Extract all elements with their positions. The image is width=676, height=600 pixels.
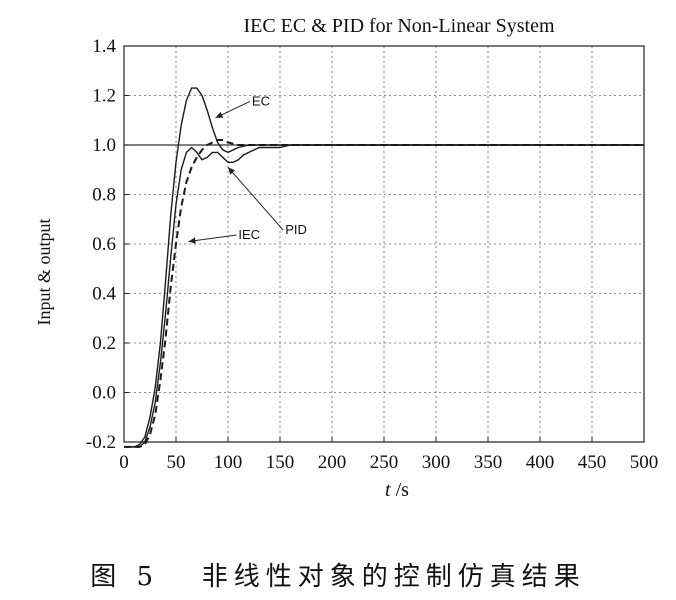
annotation-layer: EC PID IEC xyxy=(188,93,307,244)
y-tick-label: 0.8 xyxy=(92,185,116,206)
x-tick-label: 50 xyxy=(167,452,186,473)
y-tick-label: 0.4 xyxy=(92,284,116,305)
x-tick-labels: 0 50 100 150 200 250 300 350 400 450 500 xyxy=(119,437,658,473)
y-tick-label: 1.0 xyxy=(92,135,116,156)
x-axis-label: t /s xyxy=(385,479,409,501)
x-tick-label: 300 xyxy=(422,452,451,473)
annotation-label-pid: PID xyxy=(285,222,307,237)
series-line-ec xyxy=(124,87,644,448)
annotation-arrowhead-iec xyxy=(188,237,196,244)
x-tick-label: 150 xyxy=(266,452,295,473)
chart-grid xyxy=(124,46,644,442)
annotation-label-iec: IEC xyxy=(238,227,260,242)
x-axis-label-variable: t xyxy=(385,479,391,501)
y-tick-label: -0.2 xyxy=(86,432,116,453)
x-tick-label: 100 xyxy=(214,452,243,473)
x-tick-label: 500 xyxy=(630,452,659,473)
x-tick-label: 350 xyxy=(474,452,503,473)
annotation-arrow-iec xyxy=(188,234,237,243)
y-axis-label: Input & output xyxy=(34,219,54,326)
x-tick-label: 450 xyxy=(578,452,607,473)
y-tick-labels: -0.2 0.0 0.2 0.4 0.6 0.8 1.0 1.2 1.4 xyxy=(86,36,129,453)
y-tick-label: 1.2 xyxy=(92,86,116,107)
y-tick-label: 0.6 xyxy=(92,234,116,255)
x-tick-label: 0 xyxy=(119,452,129,473)
annotation-label-ec: EC xyxy=(252,93,270,108)
x-tick-label: 200 xyxy=(318,452,347,473)
x-axis-label-unit: /s xyxy=(391,479,410,501)
series-layer xyxy=(124,87,644,448)
chart-title: IEC EC & PID for Non-Linear System xyxy=(243,15,555,37)
annotation-arrowhead-ec xyxy=(215,111,224,118)
series-line-iec xyxy=(124,139,644,448)
y-tick-label: 0.2 xyxy=(92,333,116,354)
annotation-arrowhead-pid xyxy=(228,167,235,175)
x-tick-label: 400 xyxy=(526,452,555,473)
annotation-arrow-pid xyxy=(227,166,284,231)
y-tick-label: 1.4 xyxy=(92,36,116,57)
y-tick-label: 0.0 xyxy=(92,383,116,404)
figure-caption: 图 5 非线性对象的控制仿真结果 xyxy=(90,562,586,592)
x-tick-label: 250 xyxy=(370,452,399,473)
